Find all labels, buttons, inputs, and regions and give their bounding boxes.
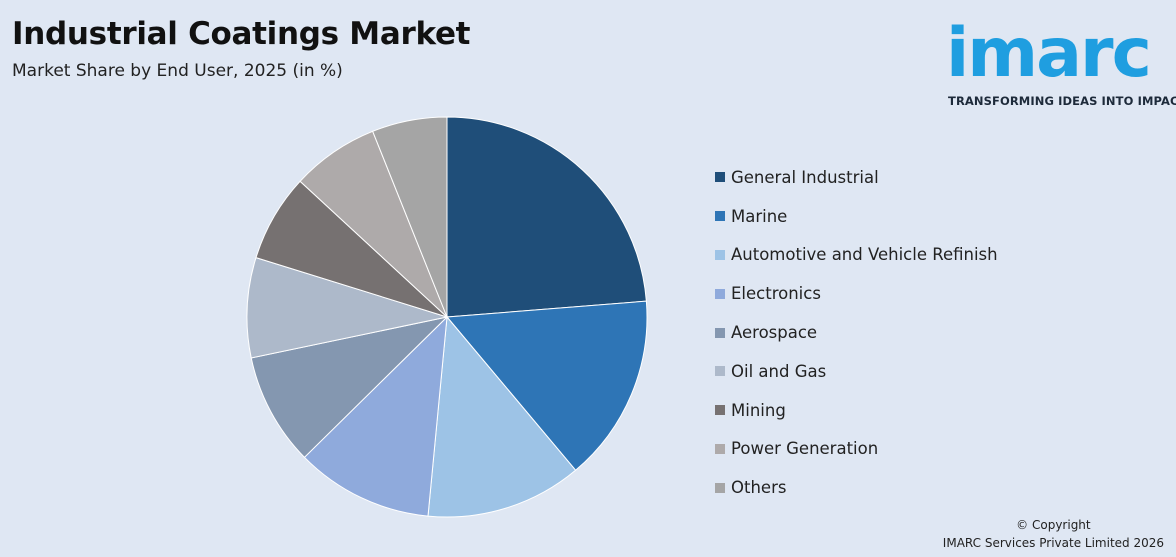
legend-swatch [715,482,725,493]
legend-swatch [715,211,725,222]
legend-item-marine: Marine [715,197,998,236]
pie-slice-others [372,116,448,318]
copyright: © Copyright IMARC Services Private Limit… [943,516,1164,552]
legend-item-power-generation: Power Generation [715,430,998,469]
pie-chart [246,116,648,518]
legend-swatch [715,249,725,260]
pie-slice-aerospace [250,316,449,459]
legend-swatch [715,366,725,377]
chart-title: Industrial Coatings Market [12,16,471,52]
imarc-logo: imarc TRANSFORMING IDEAS INTO IMPACT [946,8,1176,108]
legend-item-oil-and-gas: Oil and Gas [715,352,998,391]
legend-label: Power Generation [731,439,879,459]
legend-item-mining: Mining [715,391,998,430]
legend-label: Mining [731,400,786,420]
pie-slice-general-industrial [446,116,647,318]
legend-swatch [715,172,725,183]
legend-swatch [715,288,725,299]
copyright-line1: © Copyright [1016,518,1091,532]
legend-swatch [715,443,725,454]
chart-legend: General Industrial Marine Automotive and V… [715,158,998,507]
legend-item-electronics: Electronics [715,274,998,313]
chart-subtitle: Market Share by End User, 2025 (in %) [12,61,343,81]
legend-item-general-industrial: General Industrial [715,158,998,197]
legend-label: Electronics [731,284,821,304]
legend-swatch [715,327,725,338]
copyright-line2: IMARC Services Private Limited 2026 [942,536,1164,550]
logo-wordmark: imarc [946,14,1152,93]
legend-item-aerospace: Aerospace [715,313,998,352]
legend-swatch [715,405,725,416]
legend-item-others: Others [715,468,998,507]
legend-label: Others [731,478,787,498]
legend-label: Aerospace [731,323,818,343]
logo-tagline: TRANSFORMING IDEAS INTO IMPACT [948,94,1176,108]
legend-label: General Industrial [731,167,879,187]
pie-slice-automotive-and-vehicle-refinish [427,315,577,518]
pie-slice-oil-and-gas [246,256,449,359]
pie-slice-electronics [303,315,448,517]
legend-label: Marine [731,206,788,226]
legend-label: Automotive and Vehicle Refinish [731,245,998,265]
legend-label: Oil and Gas [731,361,827,381]
pie-slice-marine [445,300,648,471]
legend-item-automotive-and-vehicle-refinish: Automotive and Vehicle Refinish [715,236,998,275]
